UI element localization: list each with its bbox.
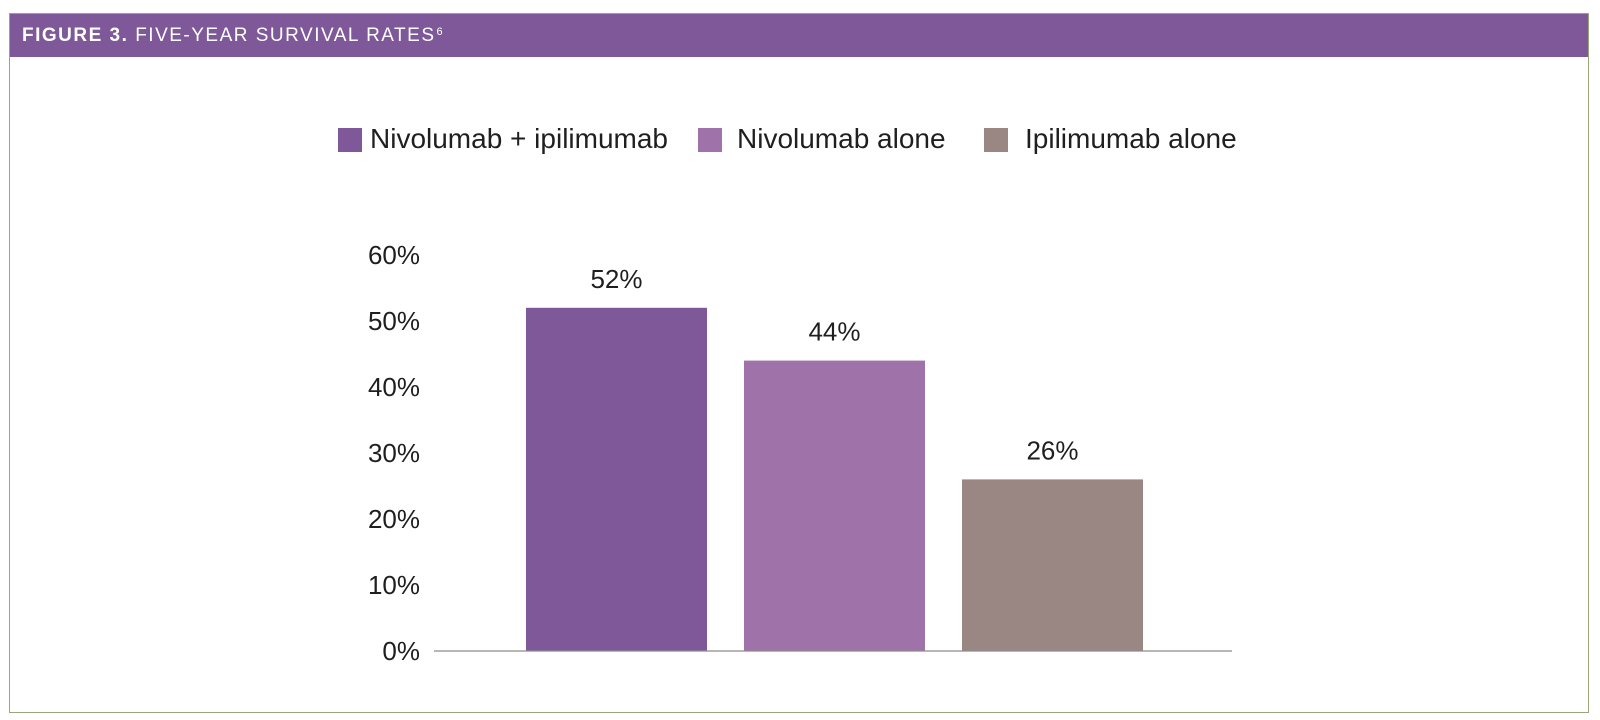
bar-value-label: 26% [1026, 435, 1078, 465]
y-tick-label: 30% [368, 438, 420, 468]
y-tick-label: 0% [382, 636, 420, 666]
legend-swatch [338, 128, 362, 152]
figure-reference: 6 [436, 25, 445, 38]
legend-swatch [984, 128, 1008, 152]
y-tick-label: 50% [368, 306, 420, 336]
bar [526, 307, 707, 651]
bar [962, 479, 1143, 651]
bar-value-label: 52% [590, 264, 642, 294]
figure-title: FIVE-YEAR SURVIVAL RATES [135, 24, 436, 46]
figure-label: FIGURE 3. [22, 24, 129, 46]
y-tick-label: 20% [368, 504, 420, 534]
legend-label: Nivolumab + ipilimumab [370, 123, 668, 154]
y-tick-label: 10% [368, 570, 420, 600]
legend-label: Ipilimumab alone [1025, 123, 1237, 154]
legend-swatch [698, 128, 722, 152]
bar-value-label: 44% [808, 317, 860, 347]
y-tick-label: 40% [368, 372, 420, 402]
legend-label: Nivolumab alone [737, 123, 946, 154]
bar [744, 360, 925, 651]
y-tick-label: 60% [368, 240, 420, 270]
figure-header: FIGURE 3. FIVE-YEAR SURVIVAL RATES 6 [10, 14, 1588, 57]
